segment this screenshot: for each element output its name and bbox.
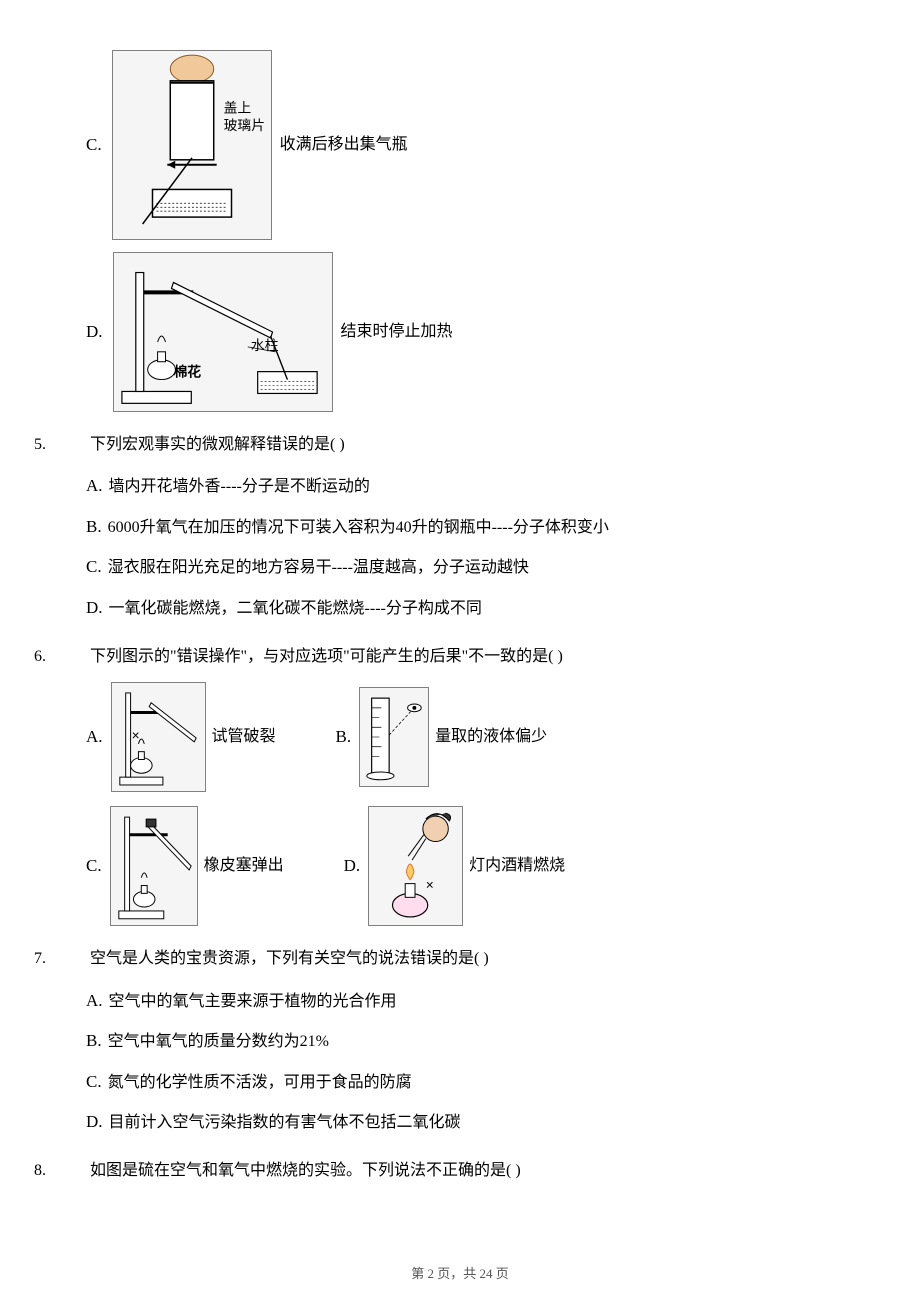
q5-num: 5.: [60, 430, 90, 460]
q6-a-letter: A.: [86, 727, 103, 747]
option-d-text: 结束时停止加热: [341, 318, 453, 347]
q7-a-text: 空气中的氧气主要来源于植物的光合作用: [109, 993, 397, 1010]
q5-d-text: 一氧化碳能燃烧，二氧化碳不能燃烧----分子构成不同: [109, 600, 482, 617]
q6-b-image: [359, 687, 429, 787]
q8-num: 8.: [60, 1156, 90, 1186]
q7-b-letter: B.: [86, 1031, 102, 1050]
q6-option-c: C. 橡皮塞弹出: [86, 806, 284, 926]
q6-c-letter: C.: [86, 856, 102, 876]
q6-c-image: [110, 806, 198, 926]
page-footer: 第 2 页，共 24 页: [0, 1263, 920, 1282]
c-label-2: 玻璃片: [223, 117, 264, 133]
q7-num: 7.: [60, 944, 90, 974]
q6-option-b: B. 量取的液体: [336, 687, 548, 787]
q5-option-a: A. 墙内开花墙外香----分子是不断运动的: [86, 470, 860, 502]
q7-d-letter: D.: [86, 1112, 103, 1131]
q7-stem-text: 空气是人类的宝贵资源，下列有关空气的说法错误的是( ): [90, 950, 489, 967]
q5-a-text: 墙内开花墙外香----分子是不断运动的: [109, 478, 370, 495]
option-c-letter: C.: [86, 135, 102, 155]
q5-c-text: 湿衣服在阳光充足的地方容易干----温度越高，分子运动越快: [108, 559, 529, 576]
svg-text:×: ×: [131, 728, 139, 743]
q5-option-d: D. 一氧化碳能燃烧，二氧化碳不能燃烧----分子构成不同: [86, 592, 860, 624]
q6-d-image: ×: [368, 806, 463, 926]
q6-row-1: A. × 试管破裂 B.: [60, 682, 860, 792]
svg-text:×: ×: [426, 878, 434, 893]
q6-num: 6.: [60, 642, 90, 672]
q7-option-a: A. 空气中的氧气主要来源于植物的光合作用: [86, 985, 860, 1017]
option-d-letter: D.: [86, 322, 103, 342]
q6-c-text: 橡皮塞弹出: [204, 852, 284, 881]
question-7: 7.空气是人类的宝贵资源，下列有关空气的说法错误的是( ) A. 空气中的氧气主…: [60, 944, 860, 1138]
q7-c-text: 氮气的化学性质不活泼，可用于食品的防腐: [108, 1074, 412, 1091]
question-6: 6.下列图示的"错误操作"，与对应选项"可能产生的后果"不一致的是( ) A.: [60, 642, 860, 926]
q5-option-b: B. 6000升氧气在加压的情况下可装入容积为40升的钢瓶中----分子体积变小: [86, 511, 860, 543]
q7-option-d: D. 目前计入空气污染指数的有害气体不包括二氧化碳: [86, 1106, 860, 1138]
q6-option-d: D. × 灯内酒精燃烧: [344, 806, 566, 926]
q5-c-letter: C.: [86, 557, 102, 576]
q5-option-c: C. 湿衣服在阳光充足的地方容易干----温度越高，分子运动越快: [86, 551, 860, 583]
option-d-image: 棉花 水柱: [113, 252, 333, 412]
option-c-image: 盖上 玻璃片: [112, 50, 272, 240]
c-label-1: 盖上: [223, 100, 251, 115]
q7-option-b: B. 空气中氧气的质量分数约为21%: [86, 1025, 860, 1057]
q6-d-text: 灯内酒精燃烧: [469, 852, 565, 881]
q6-option-a: A. × 试管破裂: [86, 682, 276, 792]
option-c-text: 收满后移出集气瓶: [280, 131, 408, 160]
option-c-row: C. 盖上 玻璃片 收满后移出集气瓶: [60, 50, 860, 240]
q5-d-letter: D.: [86, 598, 103, 617]
q5-stem: 5.下列宏观事实的微观解释错误的是( ): [60, 430, 860, 460]
q7-a-letter: A.: [86, 991, 103, 1010]
q8-stem-text: 如图是硫在空气和氧气中燃烧的实验。下列说法不正确的是( ): [90, 1162, 521, 1179]
q7-option-c: C. 氮气的化学性质不活泼，可用于食品的防腐: [86, 1066, 860, 1098]
q8-stem: 8.如图是硫在空气和氧气中燃烧的实验。下列说法不正确的是( ): [60, 1156, 860, 1186]
q7-b-text: 空气中氧气的质量分数约为21%: [108, 1033, 329, 1050]
q7-stem: 7.空气是人类的宝贵资源，下列有关空气的说法错误的是( ): [60, 944, 860, 974]
q5-b-text: 6000升氧气在加压的情况下可装入容积为40升的钢瓶中----分子体积变小: [108, 519, 609, 536]
question-8: 8.如图是硫在空气和氧气中燃烧的实验。下列说法不正确的是( ): [60, 1156, 860, 1186]
option-d-row: D. 棉花 水柱: [60, 252, 860, 412]
q6-a-text: 试管破裂: [212, 723, 276, 752]
q6-a-image: ×: [111, 682, 206, 792]
q6-stem: 6.下列图示的"错误操作"，与对应选项"可能产生的后果"不一致的是( ): [60, 642, 860, 672]
q6-b-letter: B.: [336, 727, 352, 747]
q5-options: A. 墙内开花墙外香----分子是不断运动的 B. 6000升氧气在加压的情况下…: [60, 470, 860, 624]
q5-stem-text: 下列宏观事实的微观解释错误的是( ): [90, 436, 345, 453]
prev-question-cd: C. 盖上 玻璃片 收满后移出集气瓶: [60, 50, 860, 412]
q7-d-text: 目前计入空气污染指数的有害气体不包括二氧化碳: [109, 1114, 461, 1131]
q6-stem-text: 下列图示的"错误操作"，与对应选项"可能产生的后果"不一致的是( ): [90, 648, 563, 665]
q6-d-letter: D.: [344, 856, 361, 876]
q7-c-letter: C.: [86, 1072, 102, 1091]
q6-row-2: C. 橡皮塞弹出 D.: [60, 806, 860, 926]
q6-b-text: 量取的液体偏少: [435, 723, 547, 752]
q5-a-letter: A.: [86, 476, 103, 495]
question-5: 5.下列宏观事实的微观解释错误的是( ) A. 墙内开花墙外香----分子是不断…: [60, 430, 860, 624]
d-label-1: 棉花: [173, 364, 201, 381]
q7-options: A. 空气中的氧气主要来源于植物的光合作用 B. 空气中氧气的质量分数约为21%…: [60, 985, 860, 1139]
q5-b-letter: B.: [86, 517, 102, 536]
